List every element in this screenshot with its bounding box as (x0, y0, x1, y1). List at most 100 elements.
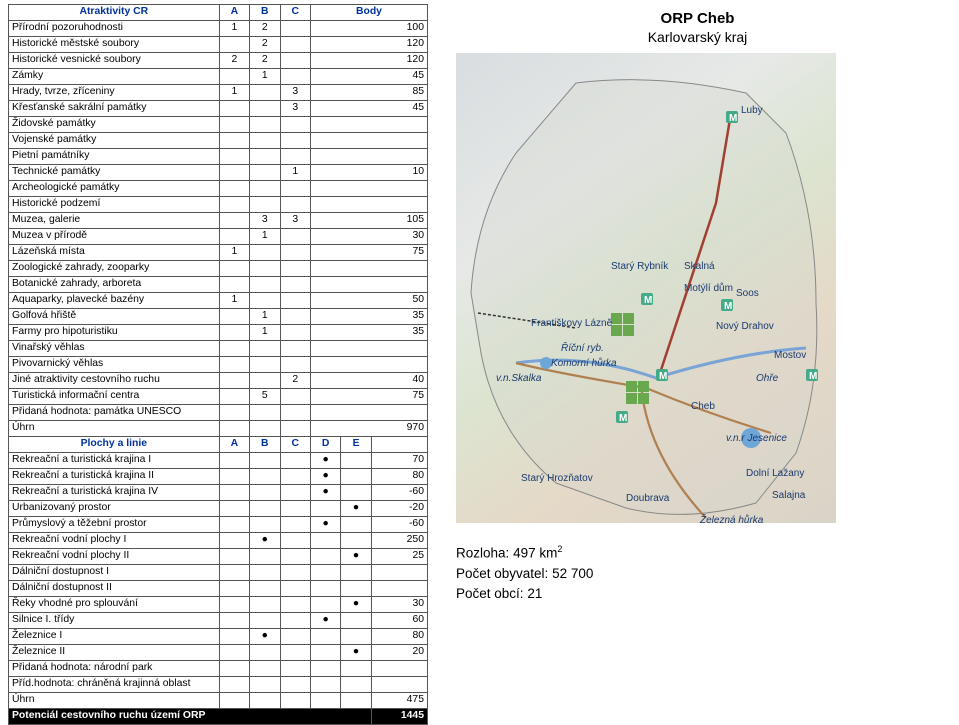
t2-cell (341, 581, 371, 597)
t2-label: Přidaná hodnota: národní park (9, 661, 220, 677)
t1-cell (280, 325, 310, 341)
t1-body-cell: 40 (310, 373, 427, 389)
t1-cell: 1 (219, 85, 249, 101)
t1-cell (219, 213, 249, 229)
t2-cell (219, 501, 249, 517)
t1-row: Muzea, galerie33105 (9, 213, 428, 229)
t2-row: Průmyslový a těžební prostor●-60 (9, 517, 428, 533)
map-label: Dolní Lažany (746, 468, 804, 479)
total-value: 1445 (371, 709, 427, 725)
t1-body-cell: 45 (310, 101, 427, 117)
t1-label: Historické vesnické soubory (9, 53, 220, 69)
map-label: Doubrava (626, 493, 669, 504)
t1-row: Židovské památky (9, 117, 428, 133)
t1-cell (280, 197, 310, 213)
t1-cell (250, 101, 280, 117)
t1-cell (280, 69, 310, 85)
t1-body-cell (310, 261, 427, 277)
t2-label: Řeky vhodné pro splouvání (9, 597, 220, 613)
t1-body-cell (310, 357, 427, 373)
t1-row: Pivovarnický věhlas (9, 357, 428, 373)
t1-cell (280, 277, 310, 293)
t1-cell (280, 389, 310, 405)
t2-label: Příd.hodnota: chráněná krajinná oblast (9, 677, 220, 693)
t2-col-d: D (310, 437, 340, 453)
t1-cell (250, 421, 280, 437)
t1-cell (250, 405, 280, 421)
t2-cell: ● (310, 485, 340, 501)
t1-cell: 2 (280, 373, 310, 389)
t2-cell (341, 661, 371, 677)
t2-row: Úhrn 475 (9, 693, 428, 709)
t2-label: Silnice I. třídy (9, 613, 220, 629)
map-label: Skalná (684, 261, 715, 272)
t2-label: Rekreační a turistická krajina IV (9, 485, 220, 501)
t1-col-b: B (250, 5, 280, 21)
t1-body-cell: 35 (310, 325, 427, 341)
t1-body-cell (310, 149, 427, 165)
t2-cell (310, 565, 340, 581)
t1-cell (219, 277, 249, 293)
map-label: Železná hůrka (700, 515, 763, 526)
t2-cell (310, 661, 340, 677)
map-label: Ohře (756, 373, 778, 384)
t2-cell (310, 549, 340, 565)
t1-cell (219, 357, 249, 373)
t2-cell (219, 629, 249, 645)
t1-row: Hrady, tvrze, zříceniny1385 (9, 85, 428, 101)
attractivity-table: Atraktivity CR A B C Body Přírodní pozor… (8, 4, 428, 725)
t2-value: 80 (371, 469, 427, 485)
t1-body-cell (310, 181, 427, 197)
t2-label: Rekreační a turistická krajina I (9, 453, 220, 469)
t1-cell (280, 149, 310, 165)
t1-label: Zámky (9, 69, 220, 85)
t2-value: 20 (371, 645, 427, 661)
t2-cell (219, 645, 249, 661)
t2-cell (250, 517, 280, 533)
t1-row: Golfová hřiště135 (9, 309, 428, 325)
t1-label: Vojenské památky (9, 133, 220, 149)
t2-label: Rekreační vodní plochy II (9, 549, 220, 565)
t1-row: Úhrn970 (9, 421, 428, 437)
svg-text:M: M (724, 301, 732, 312)
svg-text:M: M (659, 371, 667, 382)
t2-cell (280, 693, 310, 709)
t2-value (371, 677, 427, 693)
t2-cell (250, 661, 280, 677)
t2-cell: ● (250, 629, 280, 645)
map-label: Luby (741, 105, 763, 116)
t2-cell (250, 677, 280, 693)
t2-label: Železnice I (9, 629, 220, 645)
t1-label: Přírodní pozoruhodnosti (9, 21, 220, 37)
t2-value: 475 (371, 693, 427, 709)
t1-row: Jiné atraktivity cestovního ruchu 240 (9, 373, 428, 389)
t1-body-cell: 100 (310, 21, 427, 37)
t1-label: Jiné atraktivity cestovního ruchu (9, 373, 220, 389)
t1-cell (219, 389, 249, 405)
t2-cell (219, 693, 249, 709)
t1-cell (250, 133, 280, 149)
t2-cell (280, 581, 310, 597)
t2-cell (280, 629, 310, 645)
svg-text:M: M (644, 295, 652, 306)
t1-cell (280, 181, 310, 197)
t2-cell (280, 661, 310, 677)
t2-cell (280, 613, 310, 629)
t1-body-cell: 75 (310, 245, 427, 261)
t2-cell (250, 485, 280, 501)
t2-row: Řeky vhodné pro splouvání●30 (9, 597, 428, 613)
t1-body-cell (310, 133, 427, 149)
left-panel: Atraktivity CR A B C Body Přírodní pozor… (0, 0, 436, 667)
right-panel: ORP Cheb Karlovarský kraj 0 km 5 M M M M… (436, 0, 959, 667)
t1-label: Pietní památníky (9, 149, 220, 165)
t2-label: Úhrn (9, 693, 220, 709)
t2-cell (250, 645, 280, 661)
t2-cell (250, 613, 280, 629)
t2-cell (341, 517, 371, 533)
t1-label: Křesťanské sakrální památky (9, 101, 220, 117)
t1-label: Historické podzemí (9, 197, 220, 213)
t1-cell (250, 293, 280, 309)
t1-cell (250, 149, 280, 165)
t1-cell: 2 (250, 53, 280, 69)
t1-row: Turistická informační centra575 (9, 389, 428, 405)
